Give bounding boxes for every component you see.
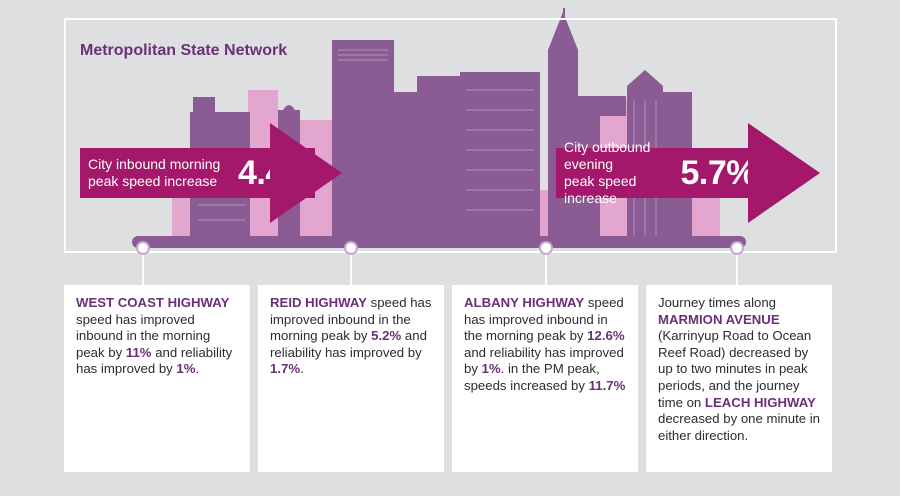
stat-value: 11% — [125, 344, 152, 360]
card-text: . — [195, 361, 200, 377]
inbound-label-line2: peak speed increase — [88, 173, 218, 189]
network-title: Metropolitan State Network — [80, 42, 288, 59]
card-marmion-avenue: Journey times along MARMION AVENUE (Karr… — [646, 285, 832, 472]
card-text: decreased by one minute in either direct… — [658, 411, 821, 443]
card-text: and reliability has improved by — [464, 344, 624, 377]
card-reid-highway: REID HIGHWAY speed has improved inbound … — [258, 285, 444, 472]
road-name: LEACH HIGHWAY — [704, 394, 816, 410]
card-text: speed has improved inbound in the mornin… — [270, 295, 432, 344]
stat-value: 5.2% — [371, 328, 402, 344]
card-text: and reliability has improved by — [76, 344, 233, 377]
outbound-label: City outbound evening peak speed increas… — [556, 139, 683, 207]
stat-value: 1.7% — [270, 361, 301, 377]
stat-value: 11.7% — [588, 377, 626, 393]
road-name: REID HIGHWAY — [270, 295, 367, 310]
connector-line — [142, 248, 144, 285]
outbound-arrow-tip — [748, 123, 820, 223]
inbound-label: City inbound morning peak speed increase — [80, 156, 248, 190]
inbound-label-line1: City inbound morning — [88, 156, 221, 172]
connector-line — [545, 248, 547, 285]
outbound-label-line2: peak speed increase — [564, 173, 637, 206]
connector-dot — [344, 241, 358, 255]
stat-value: 1% — [176, 361, 196, 377]
outbound-value: 5.7% — [680, 153, 757, 192]
card-text: (Karrinyup Road to Ocean Reef Road) decr… — [658, 328, 812, 410]
road-name: WEST COAST HIGHWAY — [76, 295, 230, 310]
road-name: MARMION AVENUE — [658, 311, 780, 327]
outbound-label-line1: City outbound evening — [564, 139, 651, 172]
card-text: speed has improved inbound in the mornin… — [76, 311, 211, 360]
card-text: and reliability has improved by — [270, 328, 427, 360]
inbound-arrow-tip — [270, 123, 342, 223]
card-west-coast-highway: WEST COAST HIGHWAY speed has improved in… — [64, 285, 250, 472]
stat-value: 12.6% — [587, 328, 625, 344]
connector-dot — [136, 241, 150, 255]
card-text: . — [300, 361, 304, 377]
card-albany-highway: ALBANY HIGHWAY speed has improved inboun… — [452, 285, 638, 472]
stat-value: 1% — [481, 361, 501, 377]
connector-dot — [730, 241, 744, 255]
outbound-speed-arrow: City outbound evening peak speed increas… — [556, 139, 757, 206]
network-frame — [64, 18, 837, 253]
card-text: speed has improved inbound in the mornin… — [464, 295, 624, 344]
connector-line — [736, 248, 738, 285]
card-text: . in the PM peak, speeds increased by — [464, 361, 600, 393]
road-name: ALBANY HIGHWAY — [464, 295, 585, 310]
connector-line — [350, 248, 352, 285]
connector-dot — [539, 241, 553, 255]
card-text: Journey times along — [658, 295, 777, 310]
